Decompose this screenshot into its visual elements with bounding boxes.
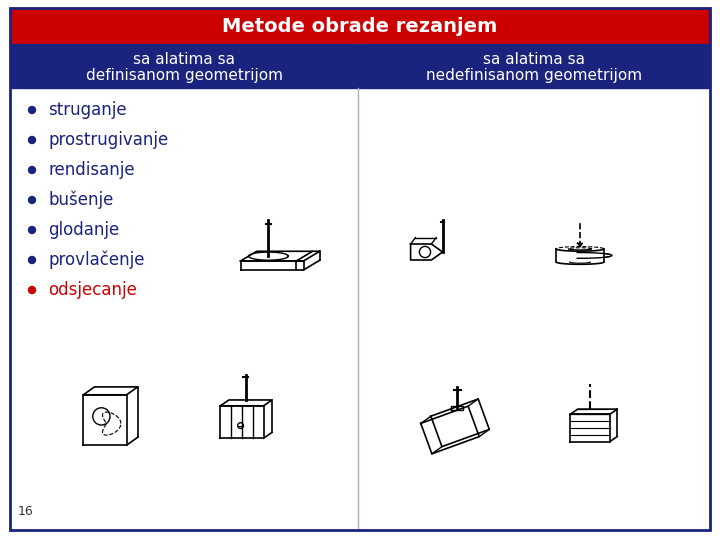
Circle shape <box>29 256 35 264</box>
Text: prostrugivanje: prostrugivanje <box>48 131 168 149</box>
Bar <box>358 44 710 88</box>
Circle shape <box>29 106 35 113</box>
Polygon shape <box>420 406 480 454</box>
Circle shape <box>29 137 35 144</box>
Text: sa alatima sa: sa alatima sa <box>133 52 235 67</box>
Text: 16: 16 <box>18 505 34 518</box>
Text: nedefinisanom geometrijom: nedefinisanom geometrijom <box>426 68 642 83</box>
Text: rendisanje: rendisanje <box>48 161 135 179</box>
Circle shape <box>29 166 35 173</box>
Text: definisanom geometrijom: definisanom geometrijom <box>86 68 282 83</box>
Text: odsjecanje: odsjecanje <box>48 281 137 299</box>
Polygon shape <box>410 244 443 260</box>
Text: struganje: struganje <box>48 101 127 119</box>
Text: sa alatima sa: sa alatima sa <box>483 52 585 67</box>
Text: glodanje: glodanje <box>48 221 120 239</box>
Text: bušenje: bušenje <box>48 191 113 209</box>
Text: Metode obrade rezanjem: Metode obrade rezanjem <box>222 17 498 36</box>
Circle shape <box>29 287 35 294</box>
Bar <box>10 44 358 88</box>
Circle shape <box>29 226 35 233</box>
Text: provlačenje: provlačenje <box>48 251 145 269</box>
Circle shape <box>29 197 35 204</box>
Bar <box>10 8 710 44</box>
